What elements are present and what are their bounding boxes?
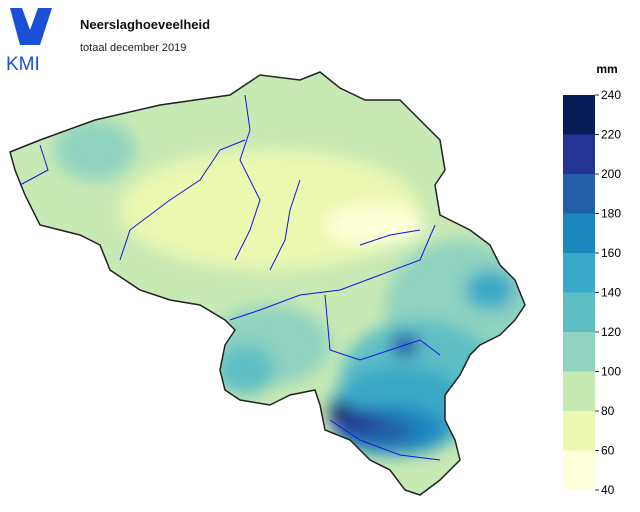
legend-tick-label: 40 (601, 483, 615, 497)
legend-swatch (563, 292, 595, 332)
legend-swatch (563, 371, 595, 411)
legend-tick-label: 60 (601, 444, 615, 458)
precipitation-map (10, 72, 525, 495)
legend-tick-label: 140 (601, 286, 621, 300)
map-title: Neerslaghoeveelheid (80, 17, 210, 32)
legend-unit: mm (596, 62, 617, 76)
legend-swatch (563, 213, 595, 253)
legend-tick-label: 220 (601, 128, 621, 142)
legend-tick-label: 100 (601, 365, 621, 379)
map-subtitle: totaal december 2019 (80, 42, 186, 54)
legend: mm 40 60 80 100 120 140 160 180 200 220 240 (563, 62, 621, 497)
legend-tick-label: 200 (601, 167, 621, 181)
rivers (19, 94, 441, 461)
legend-swatch (563, 95, 595, 135)
legend-tick-label: 160 (601, 246, 621, 260)
country-border (9, 71, 526, 496)
legend-tick-label: 120 (601, 325, 621, 339)
legend-tick-label: 80 (601, 404, 615, 418)
legend-swatch (563, 411, 595, 451)
legend-swatch (563, 450, 595, 490)
legend-tick-label: 240 (601, 88, 621, 102)
logo: KMI (6, 8, 52, 75)
legend-swatch (563, 134, 595, 174)
legend-swatch (563, 174, 595, 214)
legend-tick-label: 180 (601, 207, 621, 221)
logo-text: KMI (6, 54, 40, 75)
legend-swatch (563, 332, 595, 372)
legend-swatch (563, 253, 595, 293)
